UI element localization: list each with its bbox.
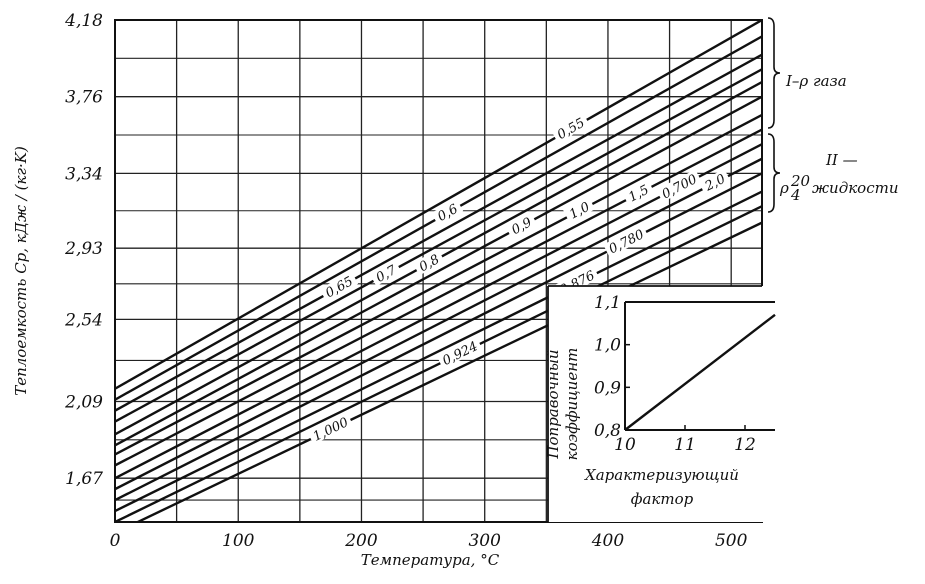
x-tick-label: 500 xyxy=(715,531,748,551)
y-tick-label: 1,67 xyxy=(65,469,103,489)
inset-x-axis-title: Характеризующий xyxy=(584,466,739,484)
series-line xyxy=(115,53,762,412)
group-brace-liquid xyxy=(767,133,781,213)
x-axis-title: Температура, °С xyxy=(361,551,500,569)
series-line xyxy=(115,205,762,522)
y-tick-label: 2,54 xyxy=(64,310,103,330)
curve-label: 0,700 xyxy=(660,172,700,202)
group-label-liquid-roman: II — xyxy=(825,151,858,169)
curve-label-bg xyxy=(436,336,483,369)
inset-y-tick-label: 0,8 xyxy=(594,421,621,441)
x-tick-label: 400 xyxy=(591,531,625,551)
curve-label-group: 0,6 xyxy=(431,198,464,226)
curve-label-bg xyxy=(412,249,445,276)
y-tick-label: 2,93 xyxy=(64,239,103,259)
x-tick-label: 100 xyxy=(222,531,255,551)
curve-label-bg xyxy=(551,112,590,144)
group-brace-gas xyxy=(767,17,781,129)
series-line xyxy=(115,190,762,513)
curve-label-bg xyxy=(603,224,649,258)
inset-background xyxy=(548,286,778,522)
series-line xyxy=(115,95,762,447)
plot-frame xyxy=(114,19,763,523)
series-line xyxy=(115,20,762,390)
curve-label-bg xyxy=(505,212,538,239)
group-label-liquid-rho: ρ xyxy=(779,179,789,197)
curve-label-group: 0,55 xyxy=(551,112,590,144)
curve-label-bg xyxy=(431,198,464,226)
curve-label-bg xyxy=(656,169,702,203)
series-line xyxy=(135,221,762,522)
curve-label: 0,924 xyxy=(440,339,480,369)
inset-x-tick-label: 10 xyxy=(614,435,636,455)
x-tick-label: 300 xyxy=(468,531,501,551)
series-line xyxy=(115,128,762,467)
inset-y-tick-label: 0,9 xyxy=(594,378,621,398)
curve-label-group: 0,780 xyxy=(603,224,649,258)
inset-series-line xyxy=(624,313,776,431)
series-line xyxy=(115,157,762,491)
group-label-liquid-sup: 20 xyxy=(790,172,811,190)
series-line xyxy=(115,68,762,423)
curve-label-group: 0,700 xyxy=(656,169,702,203)
group-label-liquid-text: жидкости xyxy=(812,179,899,197)
inset-x-axis-title: фактор xyxy=(631,490,694,508)
y-axis-title: Теплоемкость Cp, кДж / (кг·K) xyxy=(12,146,30,396)
y-tick-label: 4,18 xyxy=(64,11,103,31)
x-tick-label: 0 xyxy=(110,531,121,551)
y-tick-label: 3,76 xyxy=(65,88,103,108)
series-line xyxy=(115,172,762,502)
inset-y-tick-label: 1,1 xyxy=(594,293,621,313)
curve-label-bg xyxy=(698,168,731,195)
inset-y-axis-title: Поправочный xyxy=(544,349,562,459)
y-tick-label: 2,09 xyxy=(64,393,103,413)
y-tick-label: 3,34 xyxy=(65,164,103,184)
x-tick-label: 200 xyxy=(344,531,378,551)
series-line xyxy=(115,143,762,480)
inset-y-tick-label: 1,0 xyxy=(594,336,621,356)
curve-label-group: 0,8 xyxy=(412,249,445,276)
series-group xyxy=(115,20,762,522)
curve-label-bg xyxy=(319,271,359,302)
group-label-gas: I–ρ газа xyxy=(785,72,847,90)
curve-label-bg xyxy=(307,412,354,445)
group-label-liquid-sub: 4 xyxy=(790,186,801,204)
curve-label-bg xyxy=(369,260,402,287)
curve-label-bg xyxy=(563,196,596,223)
series-line xyxy=(115,113,762,456)
curve-label-bg xyxy=(622,179,655,206)
inset-x-tick-label: 12 xyxy=(734,435,756,455)
inset-y-axis-title: коэффициент xyxy=(563,348,581,461)
inset-x-tick-label: 11 xyxy=(674,435,696,455)
